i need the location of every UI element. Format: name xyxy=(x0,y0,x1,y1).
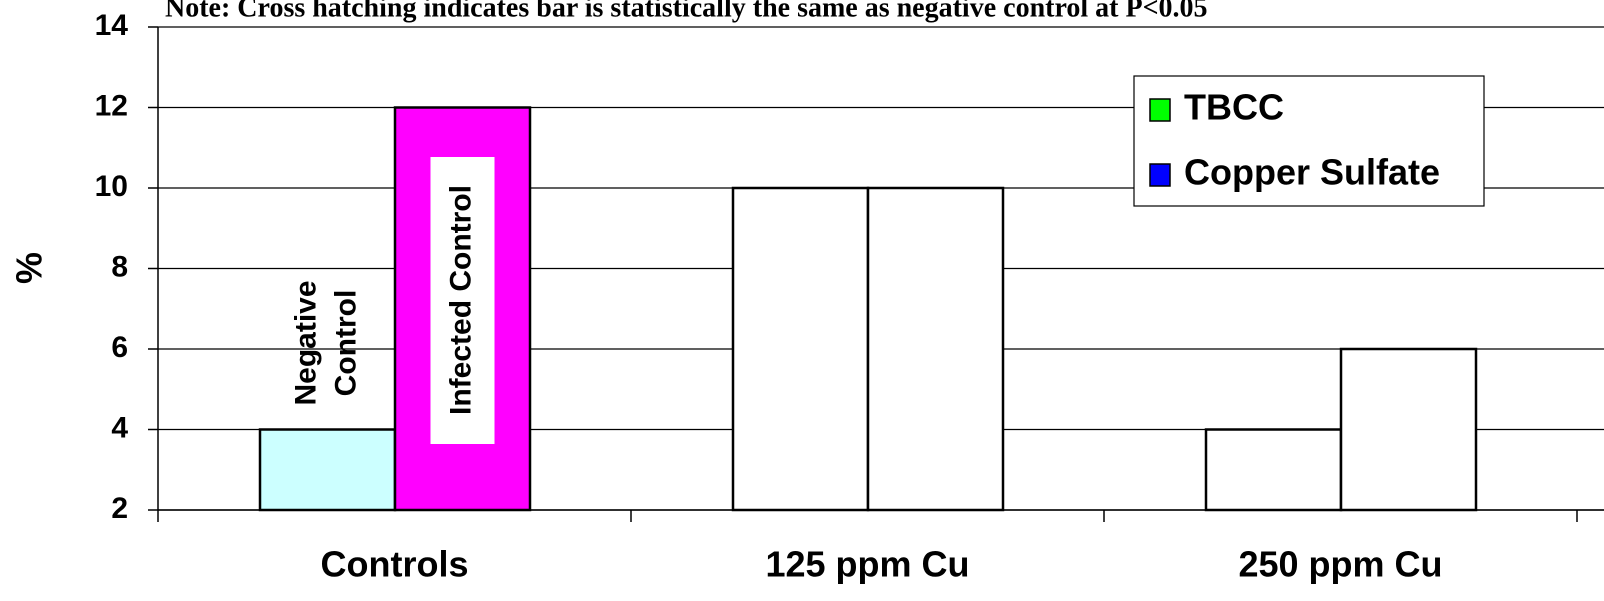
y-tick-label: 14 xyxy=(95,9,129,42)
y-tick-label: 2 xyxy=(111,492,128,525)
bar xyxy=(1204,428,1343,512)
x-tick-label: 125 ppm Cu xyxy=(765,544,969,585)
bar xyxy=(258,428,397,512)
bar-label: Control xyxy=(329,290,362,397)
y-tick-label: 8 xyxy=(111,250,128,283)
y-tick-label: 4 xyxy=(111,411,128,444)
chart-title: Note: Cross hatching indicates bar is st… xyxy=(165,0,1208,23)
label-box xyxy=(430,157,495,444)
y-tick-label: 6 xyxy=(111,331,128,364)
y-axis-label: % xyxy=(9,252,50,284)
bar-label: Infected Control xyxy=(444,185,477,415)
legend-box xyxy=(1133,75,1485,207)
bar xyxy=(731,186,870,512)
legend-label: TBCC xyxy=(1184,87,1284,128)
bar-label: Negative xyxy=(289,280,322,405)
y-tick-label: 10 xyxy=(95,170,128,203)
x-tick-label: 250 ppm Cu xyxy=(1238,544,1442,585)
legend-swatch xyxy=(1149,98,1171,122)
x-tick-label: Controls xyxy=(321,544,469,585)
y-tick-label: 12 xyxy=(95,89,128,122)
bar xyxy=(866,186,1005,512)
legend-label: Copper Sulfate xyxy=(1184,152,1440,193)
legend-swatch xyxy=(1149,163,1171,187)
bar xyxy=(1339,347,1478,512)
